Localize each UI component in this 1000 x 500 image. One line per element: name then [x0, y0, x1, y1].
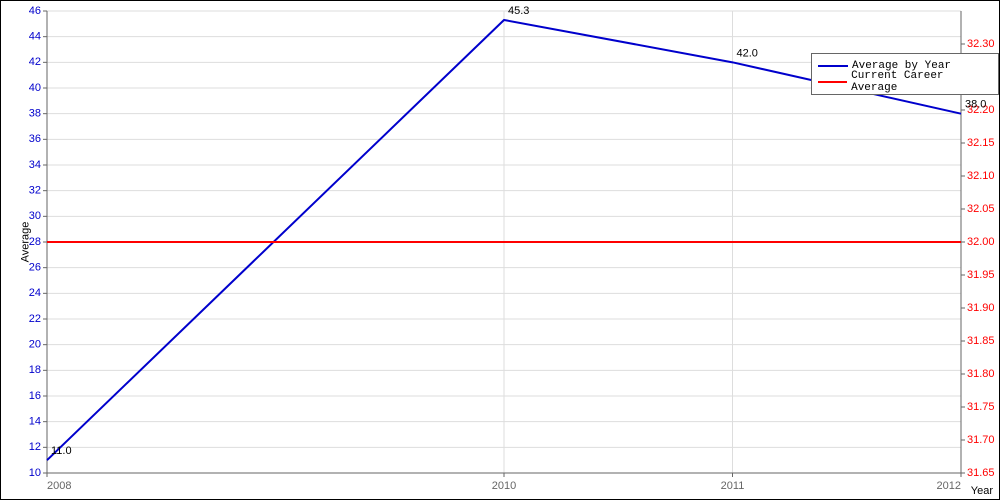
svg-text:2010: 2010 [492, 480, 516, 492]
svg-text:2008: 2008 [47, 480, 71, 492]
line-chart: 1012141618202224262830323436384042444631… [0, 0, 1000, 500]
svg-text:22: 22 [29, 313, 41, 325]
svg-text:18: 18 [29, 364, 41, 376]
svg-text:32.05: 32.05 [967, 203, 995, 215]
svg-text:31.70: 31.70 [967, 434, 995, 446]
svg-text:32.15: 32.15 [967, 137, 995, 149]
svg-text:14: 14 [29, 416, 41, 428]
svg-text:26: 26 [29, 262, 41, 274]
legend-item: Current Career Average [818, 74, 992, 90]
x-axis-title: Year [971, 485, 993, 497]
svg-text:20: 20 [29, 339, 41, 351]
svg-text:24: 24 [29, 287, 41, 299]
svg-text:36: 36 [29, 133, 41, 145]
svg-text:46: 46 [29, 5, 41, 17]
legend-box: Average by YearCurrent Career Average [811, 53, 999, 95]
svg-text:11.0: 11.0 [51, 445, 72, 457]
svg-text:31.85: 31.85 [967, 335, 995, 347]
legend-label: Current Career Average [851, 70, 992, 94]
svg-text:38.0: 38.0 [965, 99, 986, 111]
svg-text:38: 38 [29, 108, 41, 120]
svg-text:31.65: 31.65 [967, 467, 995, 479]
svg-text:42: 42 [29, 56, 41, 68]
svg-text:16: 16 [29, 390, 41, 402]
svg-text:32: 32 [29, 185, 41, 197]
svg-text:31.95: 31.95 [967, 269, 995, 281]
svg-text:10: 10 [29, 467, 41, 479]
svg-text:34: 34 [29, 159, 41, 171]
svg-text:31.90: 31.90 [967, 302, 995, 314]
svg-text:2012: 2012 [937, 480, 961, 492]
legend-swatch [818, 65, 848, 67]
svg-text:44: 44 [29, 31, 41, 43]
svg-text:45.3: 45.3 [508, 5, 529, 17]
legend-swatch [818, 81, 847, 83]
svg-text:31.80: 31.80 [967, 368, 995, 380]
svg-text:12: 12 [29, 441, 41, 453]
svg-text:2011: 2011 [721, 480, 745, 492]
svg-text:42.0: 42.0 [737, 47, 758, 59]
svg-text:32.00: 32.00 [967, 236, 995, 248]
svg-text:31.75: 31.75 [967, 401, 995, 413]
svg-text:30: 30 [29, 210, 41, 222]
y-axis-title: Average [19, 222, 31, 263]
svg-text:40: 40 [29, 82, 41, 94]
svg-text:32.10: 32.10 [967, 170, 995, 182]
svg-text:32.30: 32.30 [967, 38, 995, 50]
